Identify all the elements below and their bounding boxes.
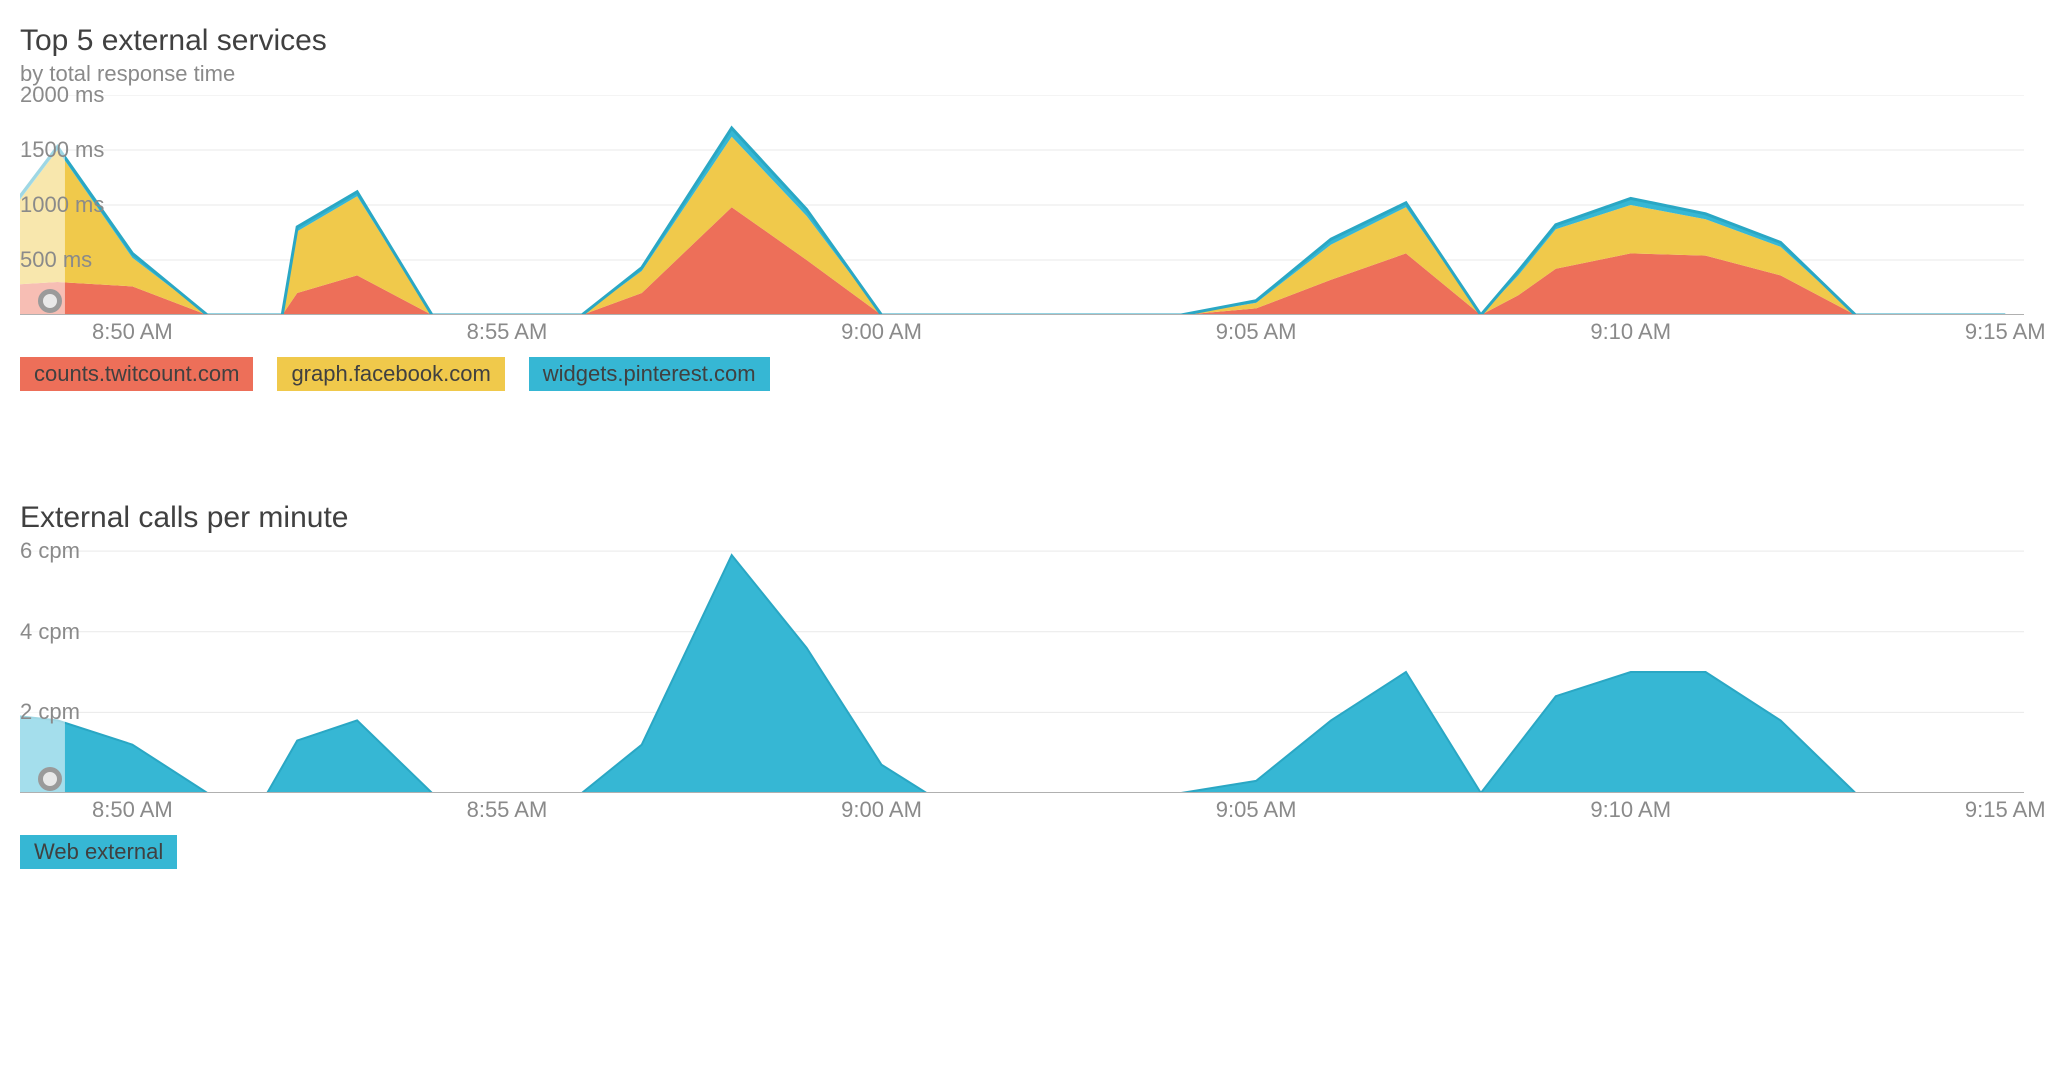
chart1-plot-area[interactable]: 500 ms1000 ms1500 ms2000 ms8:50 AM8:55 A… xyxy=(20,95,2024,349)
chart2-x-tick: 9:15 AM xyxy=(1965,797,2046,823)
legend-item[interactable]: Web external xyxy=(20,835,177,869)
chart1-x-tick: 9:05 AM xyxy=(1216,319,1297,345)
live-marker-icon xyxy=(38,289,62,313)
chart2-legend: Web external xyxy=(20,835,2028,869)
chart1-legend: counts.twitcount.com graph.facebook.com wi… xyxy=(20,357,2028,391)
legend-item[interactable]: counts.twitcount.com xyxy=(20,357,253,391)
chart2-title: External calls per minute xyxy=(20,501,2028,536)
chart1-y-tick: 500 ms xyxy=(20,247,92,273)
external-calls-chart: External calls per minute 2 cpm 4 cpm 6 cp… xyxy=(20,501,2028,870)
legend-item[interactable]: graph.facebook.com xyxy=(277,357,504,391)
legend-item[interactable]: widgets.pinterest.com xyxy=(529,357,770,391)
chart2-x-tick: 9:00 AM xyxy=(841,797,922,823)
chart2-y-tick: 4 cpm xyxy=(20,619,80,645)
live-marker-icon xyxy=(38,767,62,791)
chart1-title: Top 5 external services xyxy=(20,24,2028,59)
chart1-x-tick: 9:00 AM xyxy=(841,319,922,345)
chart2-y-tick: 2 cpm xyxy=(20,699,80,725)
chart2-x-tick: 9:10 AM xyxy=(1590,797,1671,823)
chart1-x-tick: 8:55 AM xyxy=(467,319,548,345)
chart2-y-tick: 6 cpm xyxy=(20,538,80,564)
live-highlight xyxy=(20,543,65,793)
chart1-x-tick: 9:10 AM xyxy=(1590,319,1671,345)
chart1-x-tick: 8:50 AM xyxy=(92,319,173,345)
chart1-y-tick: 1000 ms xyxy=(20,192,104,218)
chart2-x-tick: 8:55 AM xyxy=(467,797,548,823)
chart1-x-tick: 9:15 AM xyxy=(1965,319,2046,345)
chart1-y-tick: 2000 ms xyxy=(20,82,104,108)
chart2-x-tick: 9:05 AM xyxy=(1216,797,1297,823)
chart2-plot-area[interactable]: 2 cpm4 cpm6 cpm8:50 AM8:55 AM9:00 AM9:05… xyxy=(20,543,2024,827)
chart2-svg xyxy=(20,543,2024,793)
dashboard-page: Top 5 external services by total respons… xyxy=(0,0,2048,1084)
spacer xyxy=(20,391,2028,501)
chart1-svg xyxy=(20,95,2024,315)
chart1-y-tick: 1500 ms xyxy=(20,137,104,163)
chart1-subtitle: by total response time xyxy=(20,61,2028,87)
top-external-services-chart: Top 5 external services by total respons… xyxy=(20,24,2028,391)
chart2-x-tick: 8:50 AM xyxy=(92,797,173,823)
